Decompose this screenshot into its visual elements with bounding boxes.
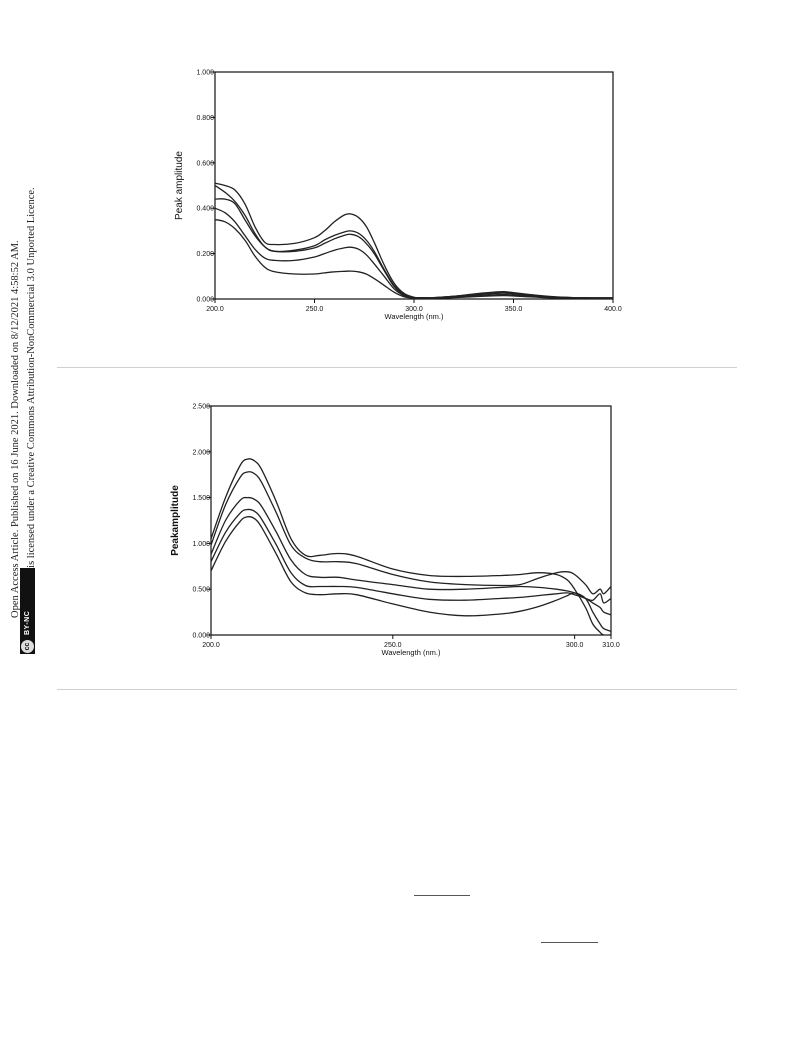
divider-1: [57, 367, 737, 368]
chart1-x-tick-label: 300.0: [405, 306, 423, 313]
chart2-x-tick-label: 250.0: [384, 642, 402, 649]
chart-1: 200.0 250.0 300.0 350.0 400.0 0.000 0.200 0.400…: [174, 70, 622, 322]
open-access-notice: Open Access Article. Published on 16 Jun…: [10, 240, 21, 618]
chart2-x-tick-label: 310.0: [602, 642, 620, 649]
chart1-series-1-line: [215, 182, 613, 299]
chart2-y-tick-label: 0.000: [192, 633, 210, 640]
chart1-x-tick-label: 350.0: [505, 306, 523, 313]
chart2-plot-area: [210, 405, 612, 636]
chart2-y-tick-label: 2.500: [192, 404, 210, 411]
license-notice[interactable]: This article is licensed under a Creativ…: [26, 187, 37, 618]
chart1-y-tick-label: 0.800: [196, 115, 214, 122]
creative-commons-icon: cc: [20, 639, 35, 654]
chart1-series-3-line: [215, 198, 613, 299]
chart2-x-axis-label: Wavelength (nm.): [382, 648, 441, 657]
chart2-y-tick-label: 1.000: [192, 541, 210, 548]
chart1-series-5-line: [215, 218, 613, 299]
divider-2: [57, 689, 737, 690]
chart1-series-4-line: [215, 207, 613, 299]
chart2-y-tick-label: 0.500: [192, 587, 210, 594]
chart2-y-tick-label: 2.000: [192, 449, 210, 456]
chart2-x-tick-label: 200.0: [202, 642, 220, 649]
cc-license-badge[interactable]: cc BY-NC: [20, 568, 106, 654]
license-sidebar: Open Access Article. Published on 16 Jun…: [0, 0, 60, 700]
chart1-y-tick-label: 1.000: [196, 70, 214, 77]
chart-2: 200.0 250.0 300.0 310.0 0.000 0.500 1.000 1.500…: [170, 404, 620, 658]
chart2-series-2-line: [211, 471, 611, 595]
chart1-y-tick-label: 0.000: [196, 297, 214, 304]
cc-badge-label: BY-NC: [24, 610, 31, 635]
chart1-y-tick-label: 0.400: [196, 206, 214, 213]
chart1-x-tick-label: 250.0: [306, 306, 324, 313]
chart2-series-5-line: [211, 516, 611, 632]
chart1-y-tick-label: 0.600: [196, 160, 214, 167]
chart1-y-axis-label: Peak amplitude: [174, 151, 185, 220]
chart1-x-tick-label: 400.0: [604, 306, 622, 313]
chart1-plot-area: [214, 71, 614, 300]
chart1-y-tick-label: 0.200: [196, 251, 214, 258]
chart2-y-axis-label: Peakamplitude: [170, 485, 181, 556]
chart1-x-tick-label: 200.0: [206, 306, 224, 313]
chart1-x-axis-label: Wavelength (nm.): [385, 312, 444, 321]
blank-line-2: [541, 942, 598, 943]
chart2-y-tick-label: 1.500: [192, 495, 210, 502]
blank-line-1: [414, 895, 470, 896]
chart2-series-1-line: [211, 458, 611, 635]
chart2-x-tick-label: 300.0: [566, 642, 584, 649]
